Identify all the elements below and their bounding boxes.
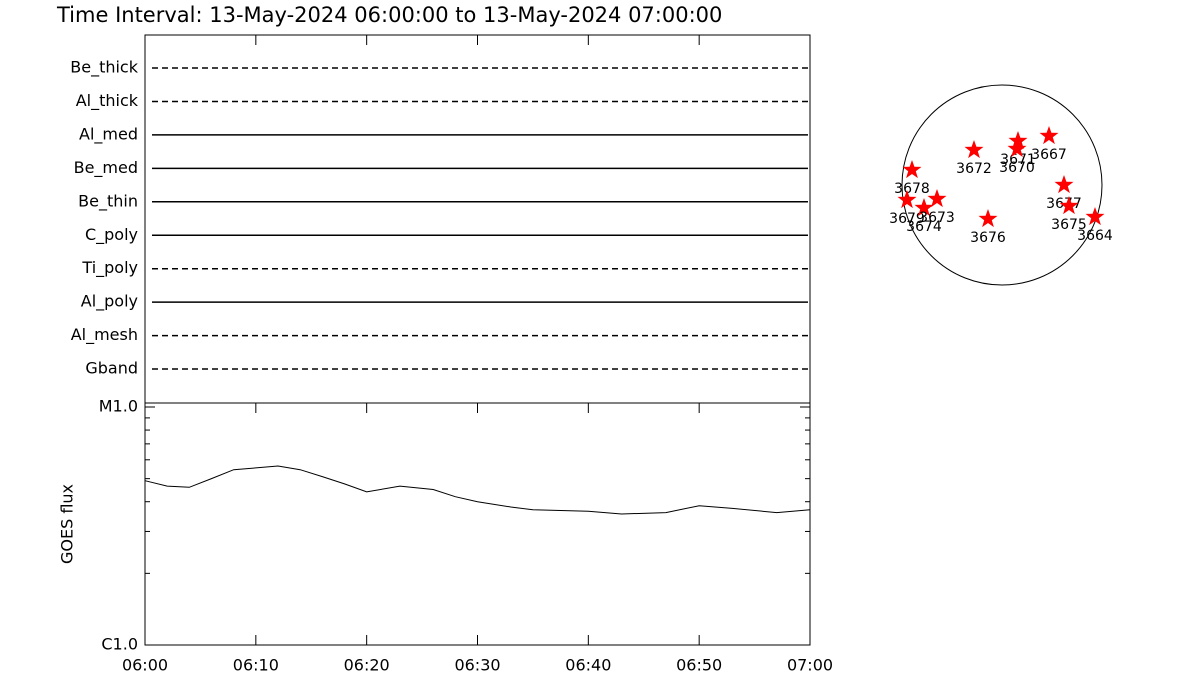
x-tick-label: 06:10: [233, 656, 279, 675]
goes-line: [144, 465, 811, 515]
filter-label: Be_thin: [78, 191, 138, 211]
y-axis-label: GOES flux: [58, 484, 77, 564]
filter-label: Al_poly: [81, 292, 138, 312]
region-label: 3671: [1000, 152, 1036, 168]
x-tick-label: 06:50: [676, 656, 722, 675]
filter-label: Be_thick: [70, 58, 138, 78]
region-star: [914, 198, 934, 217]
x-tick-label: 06:20: [344, 656, 390, 675]
region-star: [1054, 175, 1074, 194]
title: Time Interval: 13-May-2024 06:00:00 to 1…: [56, 3, 722, 27]
region-label: 3673: [919, 210, 955, 226]
region-star: [1085, 207, 1105, 226]
filter-label: Al_thick: [76, 91, 139, 111]
x-tick-label: 06:30: [454, 656, 500, 675]
region-label: 3675: [1051, 217, 1087, 233]
filter-label: Gband: [85, 359, 138, 378]
region-label: 3679: [889, 211, 925, 227]
region-star: [1008, 131, 1028, 150]
region-star: [1059, 196, 1079, 215]
x-tick-label: 06:40: [565, 656, 611, 675]
region-label: 3667: [1031, 147, 1067, 163]
filter-label: C_poly: [85, 225, 138, 245]
region-star: [902, 160, 922, 179]
region-star: [964, 140, 984, 159]
region-label: 3674: [906, 219, 942, 235]
y-tick-label: C1.0: [101, 635, 138, 654]
region-label: 3670: [999, 160, 1035, 176]
region-star: [1007, 139, 1027, 158]
sun-disk: [901, 84, 1103, 286]
filter-label: Ti_poly: [81, 258, 138, 278]
x-tick-label: 07:00: [787, 656, 833, 675]
filter-label: Al_mesh: [71, 325, 138, 345]
region-label: 3672: [956, 161, 992, 177]
region-star: [927, 189, 947, 208]
region-star: [978, 209, 998, 228]
filter-panel: [144, 34, 811, 404]
region-label: 3664: [1077, 228, 1113, 244]
x-tick-label: 06:00: [122, 656, 168, 675]
region-star: [1039, 126, 1059, 145]
region-star: [897, 190, 917, 209]
filter-label: Al_med: [79, 124, 138, 144]
filter-label: Be_med: [74, 158, 138, 178]
y-tick-label: M1.0: [99, 397, 138, 416]
region-label: 3676: [970, 230, 1006, 246]
region-label: 3678: [894, 181, 930, 197]
goes-panel: [144, 402, 811, 646]
